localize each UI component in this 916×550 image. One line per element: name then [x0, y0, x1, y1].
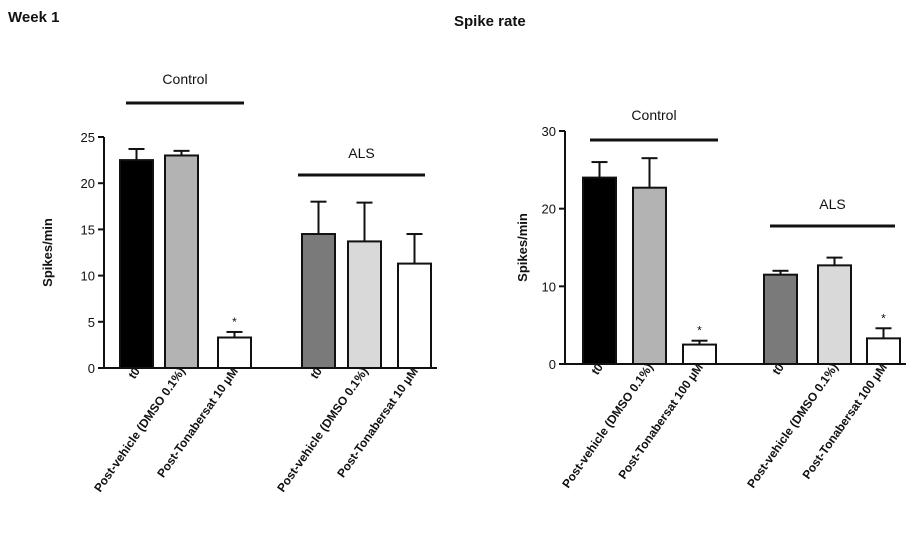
y-tick-label: 0: [549, 357, 556, 372]
category-label: Post-vehicle (DMSO 0.1%): [744, 361, 841, 491]
significance-marker: *: [232, 315, 237, 329]
bar: [817, 264, 852, 366]
category-label: Post-vehicle (DMSO 0.1%): [274, 365, 371, 495]
left-bar-chart: 0510152025Spikes/minControlALSt0Post-veh…: [40, 71, 437, 495]
bar: [217, 336, 252, 369]
category-label: Post-Tonabersat 100 μM: [615, 361, 706, 482]
y-axis-label: Spikes/min: [40, 218, 55, 287]
group-label-control: Control: [162, 71, 207, 87]
y-tick-label: 20: [542, 202, 556, 217]
y-tick-label: 0: [88, 361, 95, 376]
y-tick-label: 25: [81, 130, 95, 145]
bar: [397, 262, 432, 370]
right-bar-chart: 0102030Spikes/minControlALSt0Post-vehicl…: [515, 107, 906, 491]
bar: [301, 233, 336, 369]
bar: [866, 337, 901, 365]
figure-title: Spike rate: [454, 13, 526, 30]
category-label: Post-Tonabersat 100 μM: [799, 361, 890, 482]
bar: [682, 343, 717, 366]
bar: [763, 273, 798, 365]
group-label-als: ALS: [348, 145, 374, 161]
significance-marker: *: [697, 324, 702, 338]
group-label-control: Control: [631, 107, 676, 123]
bar: [632, 186, 667, 365]
y-tick-label: 10: [542, 279, 556, 294]
significance-marker: *: [881, 311, 886, 325]
category-label: Post-vehicle (DMSO 0.1%): [559, 361, 656, 491]
y-tick-label: 30: [542, 124, 556, 139]
bar: [164, 154, 199, 369]
bar: [347, 240, 382, 369]
y-tick-label: 5: [88, 315, 95, 330]
group-label-als: ALS: [819, 196, 845, 212]
bar: [582, 176, 617, 365]
y-tick-label: 10: [81, 269, 95, 284]
category-label: Post-vehicle (DMSO 0.1%): [91, 365, 188, 495]
y-axis-label: Spikes/min: [515, 213, 530, 282]
bar: [119, 159, 154, 369]
week-label: Week 1: [8, 9, 59, 26]
y-tick-label: 20: [81, 176, 95, 191]
y-tick-label: 15: [81, 222, 95, 237]
